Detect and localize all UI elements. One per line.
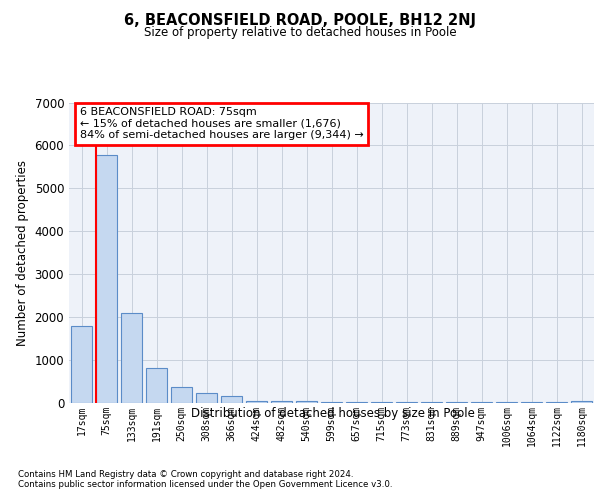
Bar: [71, 326, 92, 402]
Bar: [96, 155, 117, 402]
Bar: [146, 368, 167, 402]
Bar: [196, 394, 217, 402]
Bar: [246, 400, 267, 402]
Y-axis label: Number of detached properties: Number of detached properties: [16, 160, 29, 346]
Text: Contains public sector information licensed under the Open Government Licence v3: Contains public sector information licen…: [18, 480, 392, 489]
Text: 6, BEACONSFIELD ROAD, POOLE, BH12 2NJ: 6, BEACONSFIELD ROAD, POOLE, BH12 2NJ: [124, 12, 476, 28]
Text: 6 BEACONSFIELD ROAD: 75sqm
← 15% of detached houses are smaller (1,676)
84% of s: 6 BEACONSFIELD ROAD: 75sqm ← 15% of deta…: [79, 107, 363, 140]
Bar: [571, 401, 592, 402]
Text: Size of property relative to detached houses in Poole: Size of property relative to detached ho…: [143, 26, 457, 39]
Text: Distribution of detached houses by size in Poole: Distribution of detached houses by size …: [191, 408, 475, 420]
Text: Contains HM Land Registry data © Crown copyright and database right 2024.: Contains HM Land Registry data © Crown c…: [18, 470, 353, 479]
Bar: [121, 314, 142, 402]
Bar: [271, 401, 292, 402]
Bar: [221, 396, 242, 402]
Bar: [171, 386, 192, 402]
